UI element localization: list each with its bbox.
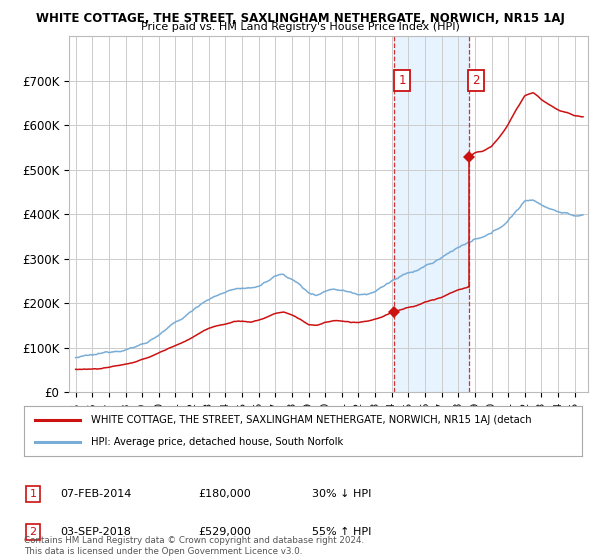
Text: 03-SEP-2018: 03-SEP-2018 [60, 527, 131, 537]
Text: 2: 2 [29, 527, 37, 537]
Text: £529,000: £529,000 [198, 527, 251, 537]
Text: 07-FEB-2014: 07-FEB-2014 [60, 489, 131, 499]
Text: WHITE COTTAGE, THE STREET, SAXLINGHAM NETHERGATE, NORWICH, NR15 1AJ: WHITE COTTAGE, THE STREET, SAXLINGHAM NE… [35, 12, 565, 25]
Text: 30% ↓ HPI: 30% ↓ HPI [312, 489, 371, 499]
Text: HPI: Average price, detached house, South Norfolk: HPI: Average price, detached house, Sout… [91, 437, 343, 447]
Text: 1: 1 [398, 74, 406, 87]
Text: Contains HM Land Registry data © Crown copyright and database right 2024.
This d: Contains HM Land Registry data © Crown c… [24, 536, 364, 556]
Text: £180,000: £180,000 [198, 489, 251, 499]
Bar [394, 36, 469, 392]
Text: 1: 1 [29, 489, 37, 499]
Text: WHITE COTTAGE, THE STREET, SAXLINGHAM NETHERGATE, NORWICH, NR15 1AJ (detach: WHITE COTTAGE, THE STREET, SAXLINGHAM NE… [91, 415, 532, 425]
Text: Price paid vs. HM Land Registry's House Price Index (HPI): Price paid vs. HM Land Registry's House … [140, 22, 460, 32]
Text: 2: 2 [472, 74, 480, 87]
Text: 55% ↑ HPI: 55% ↑ HPI [312, 527, 371, 537]
